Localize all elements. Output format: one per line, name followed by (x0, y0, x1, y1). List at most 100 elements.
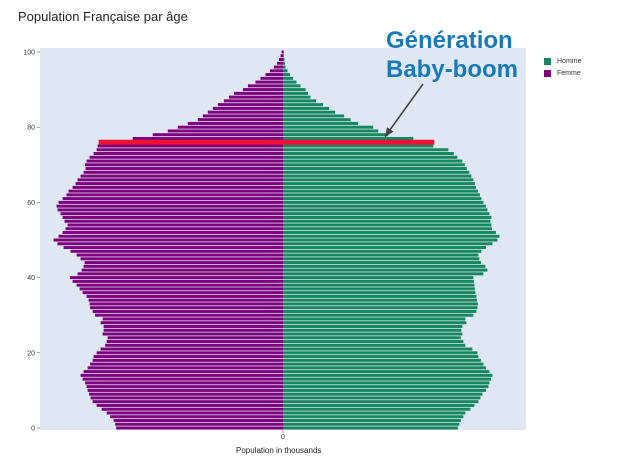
bar-homme-age-78 (283, 133, 389, 137)
bar-femme-age-95 (269, 69, 283, 73)
bar-homme-age-41 (283, 272, 484, 276)
bar-femme-age-63 (68, 189, 283, 193)
legend-label-homme: Homme (557, 57, 582, 65)
bar-femme-age-18 (92, 358, 283, 362)
bar-homme-age-38 (283, 283, 475, 287)
bar-femme-age-57 (60, 212, 283, 216)
bar-homme-age-93 (283, 76, 294, 80)
bar-femme-age-48 (63, 246, 283, 250)
bar-homme-age-35 (283, 294, 477, 298)
bar-homme-age-86 (283, 103, 324, 107)
legend-label-femme: Femme (557, 69, 581, 77)
series-femme (53, 50, 284, 430)
bar-femme-age-64 (72, 185, 283, 189)
bar-femme-age-99 (280, 54, 283, 58)
bar-femme-age-61 (62, 197, 283, 201)
bar-femme-age-34 (88, 298, 283, 302)
bar-homme-age-67 (283, 174, 472, 178)
bar-homme-age-11 (283, 385, 489, 389)
x-tick-label-0: 0 (281, 434, 285, 441)
bar-femme-age-52 (62, 230, 283, 234)
legend-item-homme: Homme (544, 55, 582, 67)
bar-femme-age-27 (103, 324, 283, 328)
bar-femme-age-71 (86, 159, 283, 163)
bar-femme-age-50 (53, 238, 283, 242)
bar-femme-age-30 (95, 313, 283, 317)
highlight-bar (98, 139, 435, 145)
bar-homme-age-43 (283, 264, 486, 268)
bar-homme-age-83 (283, 114, 345, 118)
bar-homme-age-73 (283, 152, 454, 156)
bar-homme-age-92 (283, 80, 297, 84)
bar-homme-age-60 (283, 200, 484, 204)
bar-femme-age-73 (93, 152, 283, 156)
bar-femme-age-75 (97, 144, 284, 148)
bar-femme-age-86 (217, 103, 283, 107)
annotation-line-2: Baby-boom (386, 56, 518, 83)
bar-femme-age-21 (100, 347, 284, 351)
bar-homme-age-74 (283, 148, 449, 152)
bar-homme-age-28 (283, 321, 467, 325)
y-tick-label-60: 60 (27, 200, 35, 207)
bar-homme-age-88 (283, 95, 311, 99)
bar-femme-age-92 (255, 80, 283, 84)
bar-homme-age-52 (283, 230, 496, 234)
chart-title: Population Française par âge (18, 9, 188, 24)
bar-homme-age-91 (283, 84, 301, 88)
bar-femme-age-58 (57, 208, 283, 212)
bar-homme-age-69 (283, 167, 467, 171)
bar-homme-age-16 (283, 366, 486, 370)
x-axis: 0 (281, 430, 285, 441)
annotation: Génération Baby-boom (386, 26, 518, 84)
bar-femme-age-42 (81, 268, 283, 272)
bar-femme-age-51 (58, 234, 283, 238)
bar-femme-age-44 (84, 261, 283, 265)
bar-homme-age-8 (283, 396, 481, 400)
bar-femme-age-17 (90, 362, 283, 366)
bar-femme-age-12 (85, 381, 283, 385)
bar-femme-age-7 (92, 400, 283, 404)
annotation-arrow (384, 83, 424, 138)
bar-femme-age-98 (278, 58, 283, 62)
bar-homme-age-64 (283, 185, 476, 189)
bar-femme-age-6 (96, 403, 284, 407)
bar-femme-age-40 (70, 276, 283, 280)
bar-homme-age-1 (283, 422, 460, 426)
bar-homme-age-4 (283, 411, 466, 415)
series-homme (283, 50, 500, 430)
legend-item-femme: Femme (544, 67, 582, 79)
bar-homme-age-53 (283, 227, 492, 231)
bar-femme-age-43 (83, 264, 283, 268)
bar-femme-age-39 (72, 279, 283, 283)
bar-homme-age-85 (283, 106, 330, 110)
bar-homme-age-47 (283, 249, 482, 253)
annotation-line-1: Génération (386, 27, 513, 54)
bar-homme-age-26 (283, 328, 462, 332)
bar-homme-age-98 (283, 58, 285, 62)
bar-homme-age-100 (283, 50, 284, 54)
bar-femme-age-1 (115, 422, 284, 426)
bar-femme-age-37 (79, 287, 283, 291)
bar-femme-age-97 (276, 61, 283, 65)
bar-femme-age-89 (233, 91, 283, 95)
bar-homme-age-49 (283, 242, 493, 246)
bar-homme-age-14 (283, 373, 493, 377)
legend-swatch-femme (544, 69, 551, 77)
bar-femme-age-29 (102, 317, 283, 321)
bar-homme-age-37 (283, 287, 475, 291)
bar-homme-age-82 (283, 118, 351, 122)
bar-femme-age-3 (110, 415, 283, 419)
bar-homme-age-22 (283, 343, 466, 347)
bar-femme-age-46 (76, 253, 283, 257)
bar-femme-age-83 (202, 114, 283, 118)
bar-femme-age-94 (265, 73, 283, 77)
bar-homme-age-75 (283, 144, 434, 148)
bar-homme-age-84 (283, 110, 336, 114)
bar-homme-age-71 (283, 159, 463, 163)
bar-femme-age-8 (90, 396, 283, 400)
bar-homme-age-19 (283, 355, 479, 359)
arrow-shaft (384, 83, 424, 138)
bar-homme-age-50 (283, 238, 498, 242)
x-axis-label: Population in thousands (236, 446, 322, 455)
bar-homme-age-95 (283, 69, 288, 73)
